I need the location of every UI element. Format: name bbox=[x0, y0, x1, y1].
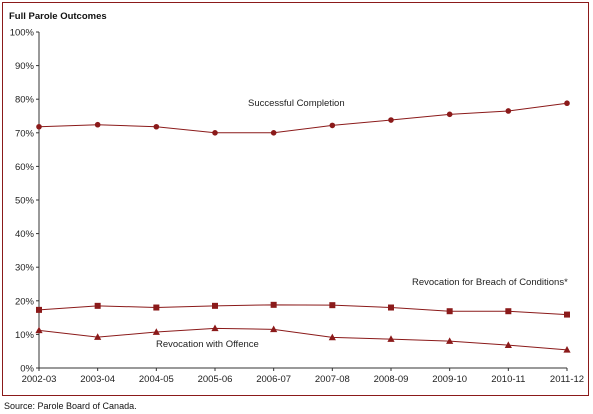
x-tick-label: 2002-03 bbox=[22, 374, 57, 385]
data-point bbox=[388, 117, 394, 123]
y-tick-label: 30% bbox=[15, 263, 35, 274]
data-point bbox=[564, 100, 570, 107]
x-tick-label: 2005-06 bbox=[198, 374, 233, 385]
y-tick-label: 10% bbox=[15, 330, 35, 341]
data-point bbox=[329, 302, 336, 309]
x-tick-label: 2003-04 bbox=[80, 374, 115, 385]
chart-title: Full Parole Outcomes bbox=[9, 11, 107, 22]
data-point bbox=[36, 306, 42, 313]
x-tick-label: 2004-05 bbox=[139, 374, 174, 385]
y-tick-label: 80% bbox=[15, 95, 35, 106]
y-tick-label: 50% bbox=[15, 196, 35, 207]
y-tick-label: 60% bbox=[15, 162, 35, 173]
x-tick-label: 2006-07 bbox=[256, 374, 291, 385]
chart-frame bbox=[2, 2, 589, 396]
series-line bbox=[38, 327, 568, 351]
series-label: Successful Completion bbox=[248, 98, 345, 109]
x-tick-label: 2007-08 bbox=[315, 374, 350, 385]
y-tick-label: 20% bbox=[15, 296, 35, 307]
series-line bbox=[38, 304, 568, 316]
y-tick-label: 0% bbox=[20, 364, 34, 375]
data-point bbox=[328, 333, 336, 341]
data-point bbox=[563, 346, 571, 353]
data-point bbox=[505, 308, 512, 315]
data-point bbox=[329, 122, 336, 129]
data-point bbox=[212, 302, 218, 309]
series-label: Revocation for Breach of Conditions* bbox=[412, 277, 568, 288]
data-point bbox=[504, 341, 512, 348]
x-tick-label: 2008-09 bbox=[374, 374, 409, 385]
series-line bbox=[38, 102, 568, 134]
data-point bbox=[388, 304, 394, 311]
data-point bbox=[270, 325, 278, 333]
data-point bbox=[94, 121, 101, 128]
data-point bbox=[152, 328, 160, 335]
data-point bbox=[94, 302, 101, 309]
data-point bbox=[270, 301, 277, 308]
series-label: Revocation with Offence bbox=[156, 339, 259, 350]
data-point bbox=[211, 324, 219, 332]
data-point bbox=[446, 111, 453, 118]
data-point bbox=[94, 333, 102, 340]
data-point bbox=[505, 108, 512, 114]
y-tick-label: 90% bbox=[15, 61, 35, 72]
x-tick-label: 2010-11 bbox=[491, 374, 525, 385]
data-point bbox=[564, 311, 570, 318]
y-tick-label: 70% bbox=[15, 128, 35, 139]
data-point bbox=[35, 326, 43, 334]
data-point bbox=[212, 130, 218, 136]
data-point bbox=[446, 308, 453, 315]
data-point bbox=[270, 130, 277, 136]
x-tick-label: 2009-10 bbox=[432, 374, 467, 385]
data-point bbox=[446, 337, 454, 344]
y-tick-label: 100% bbox=[10, 28, 35, 39]
data-point bbox=[153, 123, 160, 130]
x-tick-label: 2011-12 bbox=[550, 374, 584, 385]
data-point bbox=[387, 335, 395, 342]
data-point bbox=[36, 123, 42, 130]
data-point bbox=[153, 304, 160, 311]
source-note: Source: Parole Board of Canada. bbox=[4, 401, 137, 411]
y-tick-label: 40% bbox=[15, 229, 35, 240]
